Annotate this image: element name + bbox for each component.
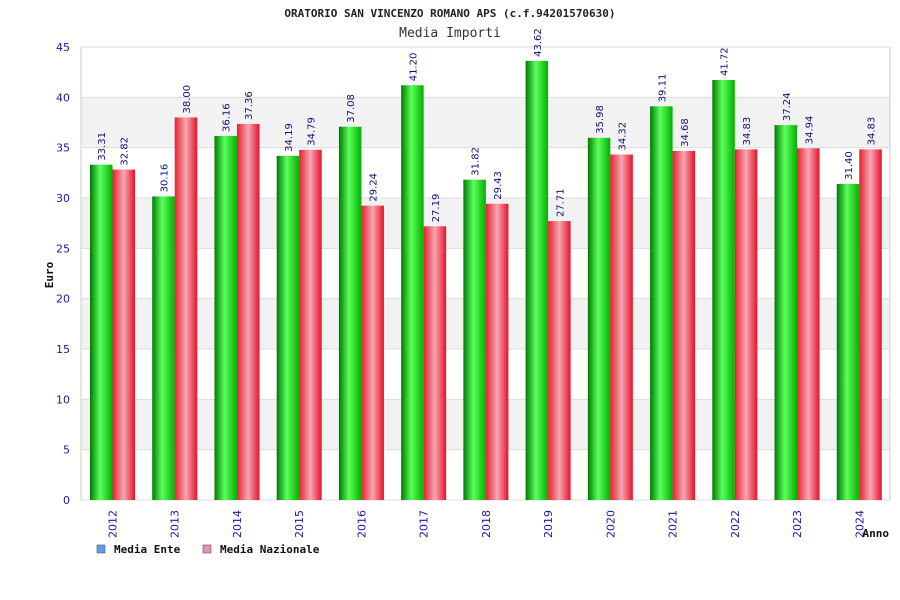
data-label-media-nazionale-2017: 27.19 (431, 194, 442, 223)
y-tick-label: 35 (56, 142, 70, 155)
y-tick-label: 0 (63, 494, 70, 507)
chart-title: ORATORIO SAN VINCENZO ROMANO APS (c.f.94… (284, 7, 615, 20)
data-label-media-ente-2014: 36.16 (222, 103, 233, 132)
bar-media-ente-2019 (525, 60, 549, 500)
data-labels: 33.31 32.82 30.16 38.00 36.16 37.36 34.19 34.79… (97, 28, 877, 222)
data-label-media-ente-2017: 41.20 (408, 53, 419, 82)
x-axis-ticks: 2012 2013 2014 2015 2016 2017 2018 2019 2020 2021… (107, 510, 867, 538)
x-tick-label-2019: 2019 (542, 510, 555, 538)
legend-label-media-ente: Media Ente (114, 543, 181, 556)
x-tick-label-2021: 2021 (667, 510, 680, 538)
bar-media-ente-2018 (463, 179, 486, 501)
bar-media-ente-2013 (152, 196, 175, 500)
bar-media-ente-2022 (712, 80, 735, 500)
bar-media-nazionale-2013 (174, 117, 198, 500)
y-tick-label: 15 (56, 343, 70, 356)
bar-media-ente-2014 (214, 135, 237, 501)
y-axis-ticks: 0 5 10 15 20 25 30 35 40 45 (56, 41, 70, 507)
bar-media-nazionale-2021 (672, 150, 696, 500)
x-tick-label-2018: 2018 (480, 510, 493, 538)
y-tick-label: 45 (56, 41, 70, 54)
data-label-media-nazionale-2024: 34.83 (867, 117, 878, 146)
data-label-media-nazionale-2018: 29.43 (493, 171, 504, 200)
bars (90, 60, 882, 501)
legend-swatch-media-nazionale (202, 544, 212, 554)
data-label-media-ente-2018: 31.82 (471, 147, 482, 176)
x-tick-label-2012: 2012 (107, 510, 120, 538)
data-label-media-nazionale-2023: 34.94 (804, 116, 815, 145)
bar-media-ente-2023 (774, 125, 798, 500)
y-tick-label: 10 (56, 393, 70, 406)
data-label-media-ente-2023: 37.24 (782, 92, 793, 121)
bar-media-nazionale-2012 (112, 169, 135, 500)
data-label-media-ente-2012: 33.31 (97, 132, 108, 161)
bar-media-nazionale-2016 (361, 205, 384, 500)
data-label-media-nazionale-2020: 34.32 (618, 122, 629, 151)
data-label-media-nazionale-2012: 32.82 (120, 137, 131, 166)
x-tick-label-2022: 2022 (729, 510, 742, 538)
bar-media-ente-2012 (90, 164, 113, 501)
y-axis-label: Euro (43, 261, 56, 288)
data-label-media-ente-2015: 34.19 (284, 123, 295, 152)
data-label-media-nazionale-2019: 27.71 (555, 188, 566, 217)
y-tick-label: 25 (56, 242, 70, 255)
x-axis-label: Anno (863, 527, 890, 540)
chart-subtitle: Media Importi (399, 26, 501, 41)
data-label-media-nazionale-2014: 37.36 (244, 91, 255, 120)
bar-media-ente-2024 (836, 183, 860, 500)
data-label-media-ente-2021: 39.11 (657, 74, 668, 103)
data-label-media-ente-2019: 43.62 (533, 28, 544, 57)
bar-media-ente-2016 (338, 126, 362, 500)
data-label-media-nazionale-2016: 29.24 (369, 173, 380, 202)
bar-media-nazionale-2024 (859, 149, 882, 501)
bar-media-ente-2015 (276, 155, 300, 500)
data-label-media-nazionale-2013: 38.00 (182, 85, 193, 114)
data-label-media-nazionale-2022: 34.83 (742, 117, 753, 146)
data-label-media-ente-2013: 30.16 (159, 164, 170, 193)
data-label-media-ente-2024: 31.40 (844, 151, 855, 180)
bar-media-nazionale-2023 (797, 148, 820, 500)
legend-label-media-nazionale: Media Nazionale (220, 543, 320, 556)
legend: Media Ente Media Nazionale (96, 543, 320, 556)
x-tick-label-2014: 2014 (231, 510, 244, 538)
plot-band (81, 97, 890, 148)
bar-media-nazionale-2018 (485, 203, 509, 500)
bar-media-ente-2021 (650, 106, 673, 500)
y-tick-label: 30 (56, 192, 70, 205)
x-tick-label-2013: 2013 (169, 510, 182, 538)
bar-media-nazionale-2019 (548, 221, 571, 500)
bar-media-nazionale-2015 (299, 149, 322, 500)
bar-media-nazionale-2020 (610, 154, 633, 500)
data-label-media-ente-2022: 41.72 (720, 47, 731, 76)
bar-media-ente-2017 (401, 85, 424, 501)
bar-media-ente-2020 (587, 137, 611, 500)
y-tick-label: 5 (63, 444, 70, 457)
x-tick-label-2023: 2023 (791, 510, 804, 538)
bar-media-nazionale-2017 (423, 226, 447, 500)
x-tick-label-2017: 2017 (418, 510, 431, 538)
y-tick-label: 20 (56, 293, 70, 306)
data-label-media-nazionale-2015: 34.79 (306, 117, 317, 146)
data-label-media-ente-2016: 37.08 (346, 94, 357, 123)
x-tick-label-2015: 2015 (293, 510, 306, 538)
x-tick-label-2024: 2024 (853, 510, 866, 538)
x-tick-label-2020: 2020 (604, 510, 617, 538)
y-tick-label: 40 (56, 91, 70, 104)
x-tick-label-2016: 2016 (355, 510, 368, 538)
data-label-media-nazionale-2021: 34.68 (680, 118, 691, 147)
data-label-media-ente-2020: 35.98 (595, 105, 606, 134)
bar-media-nazionale-2014 (236, 123, 260, 500)
legend-swatch-media-ente (96, 544, 106, 554)
plot-band (81, 47, 890, 98)
bar-media-nazionale-2022 (734, 149, 758, 501)
